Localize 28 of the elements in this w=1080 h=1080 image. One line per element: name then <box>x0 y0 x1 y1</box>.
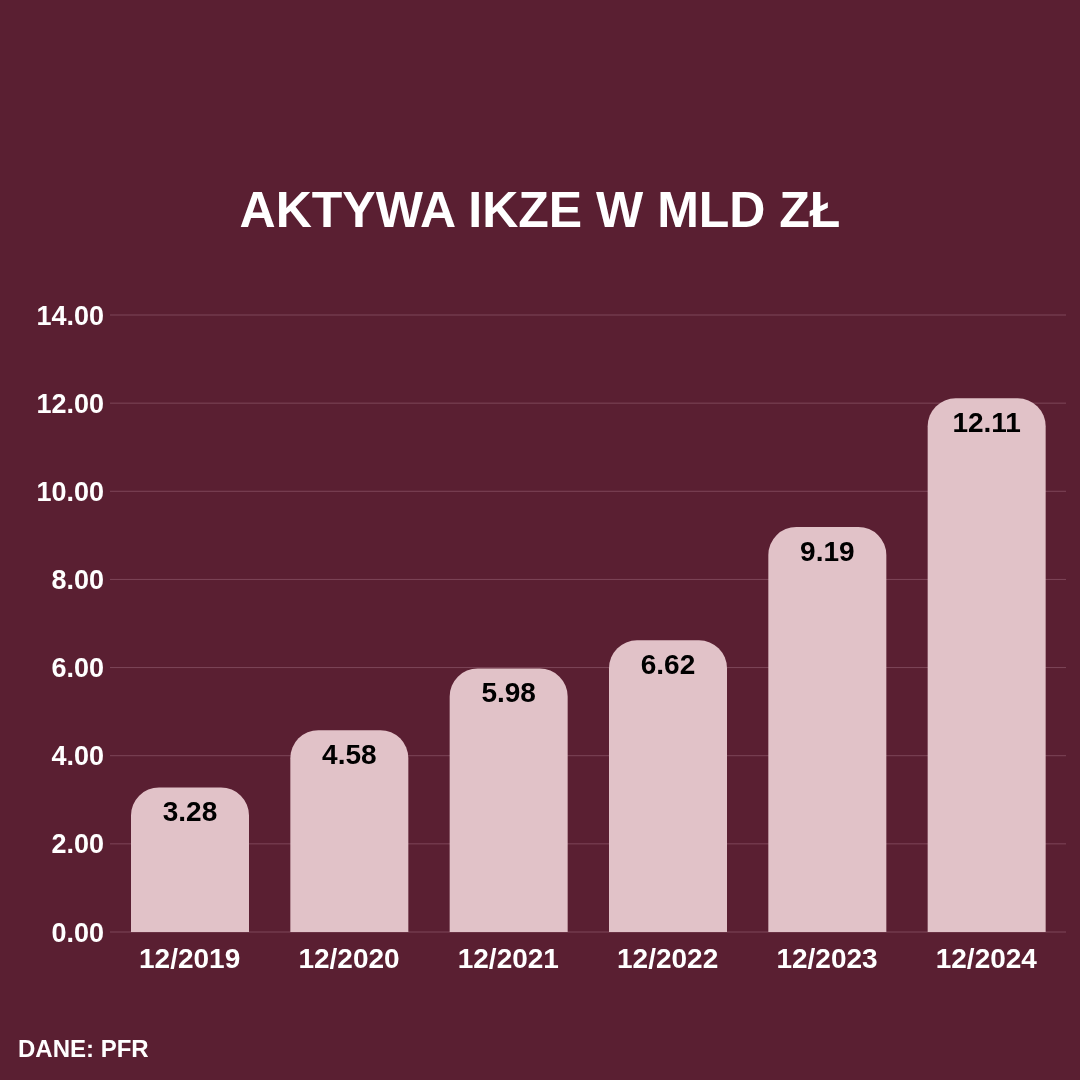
y-tick-label: 10.00 <box>36 476 104 507</box>
x-tick-label: 12/2020 <box>298 942 400 974</box>
chart-title: AKTYWA IKZE W MLD ZŁ <box>238 181 842 240</box>
bar <box>290 730 409 932</box>
y-tick-label: 0.00 <box>51 917 104 948</box>
text: DANE: PFR <box>18 1034 149 1064</box>
y-tick-label: 14.00 <box>36 300 104 331</box>
bar <box>927 398 1046 932</box>
data-label: 4.58 <box>322 739 377 771</box>
bar <box>449 668 568 932</box>
y-tick-label: 8.00 <box>51 565 104 596</box>
x-tick-label: 12/2021 <box>457 942 559 974</box>
bar <box>609 640 727 932</box>
x-tick-label: 12/2022 <box>617 942 719 974</box>
data-label: 9.19 <box>800 535 855 567</box>
x-tick-label: 12/2024 <box>935 942 1038 974</box>
data-label: 6.62 <box>640 649 696 681</box>
y-tick-label: 12.00 <box>36 388 104 419</box>
x-tick-label: 12/2019 <box>139 942 241 974</box>
bar <box>131 787 249 932</box>
data-label: 12.11 <box>952 407 1021 439</box>
y-tick-label: 2.00 <box>51 829 104 860</box>
y-tick-label: 4.00 <box>51 741 104 772</box>
x-tick-label: 12/2023 <box>776 942 878 974</box>
y-tick-label: 6.00 <box>51 653 104 684</box>
data-label: 3.28 <box>162 796 218 828</box>
bar <box>768 526 887 932</box>
data-label: 5.98 <box>481 677 536 709</box>
